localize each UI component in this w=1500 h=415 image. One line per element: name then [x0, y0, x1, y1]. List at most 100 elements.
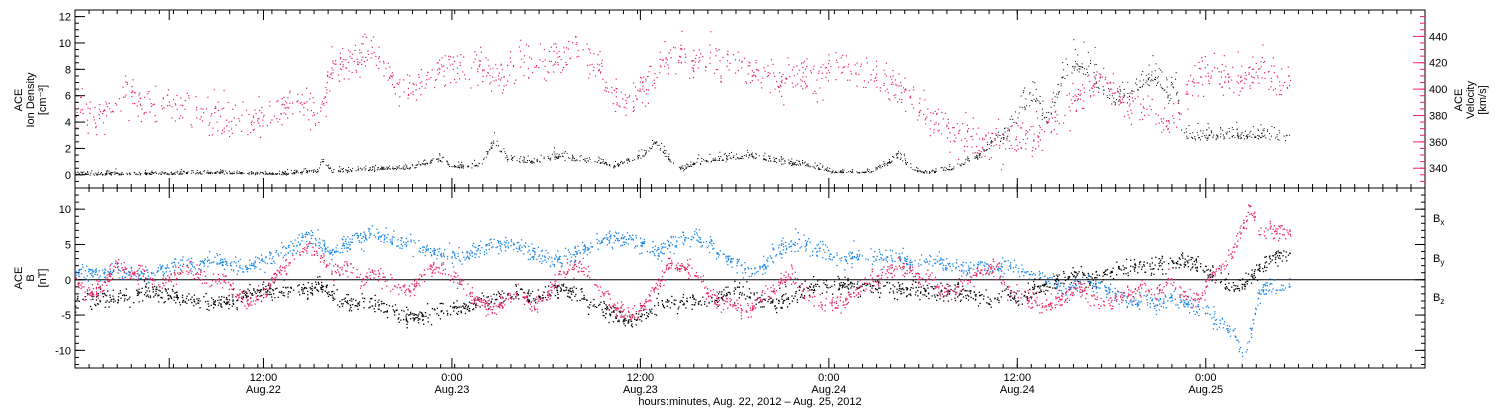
density-point: [783, 164, 784, 165]
density-point: [733, 157, 734, 158]
velocity-point: [141, 109, 142, 110]
density-point: [556, 157, 557, 158]
bx-point: [322, 289, 323, 290]
bx-point: [1245, 282, 1246, 283]
velocity-point: [606, 82, 607, 83]
velocity-point: [471, 67, 472, 68]
velocity-point: [112, 111, 113, 112]
velocity-point: [1023, 139, 1024, 140]
bx-point: [1058, 280, 1059, 281]
density-point: [1229, 138, 1230, 139]
velocity-point: [521, 59, 522, 60]
density-point: [1220, 127, 1221, 128]
density-point: [1088, 66, 1089, 67]
velocity-point: [647, 76, 648, 77]
bx-point: [1266, 261, 1267, 262]
density-point: [369, 169, 370, 170]
density-point: [1224, 138, 1225, 139]
bx-point: [940, 283, 941, 284]
velocity-point: [793, 67, 794, 68]
velocity-point: [984, 156, 985, 157]
density-point: [364, 167, 365, 168]
bx-point: [949, 293, 950, 294]
bx-point: [172, 289, 173, 290]
bx-point: [739, 282, 740, 283]
bx-point: [603, 311, 604, 312]
density-point: [525, 162, 526, 163]
velocity-point: [633, 107, 634, 108]
velocity-point: [729, 69, 730, 70]
bx-point: [173, 285, 174, 286]
velocity-point: [106, 103, 107, 104]
density-point: [182, 173, 183, 174]
velocity-point: [1087, 76, 1088, 77]
density-point: [300, 172, 301, 173]
bx-point: [505, 298, 506, 299]
velocity-point: [506, 85, 507, 86]
velocity-point: [649, 71, 650, 72]
velocity-point: [807, 58, 808, 59]
bx-point: [191, 302, 192, 303]
velocity-point: [699, 60, 700, 61]
bx-point: [570, 291, 571, 292]
bx-point: [96, 299, 97, 300]
velocity-point: [259, 110, 260, 111]
velocity-point: [374, 52, 375, 53]
density-point: [1143, 84, 1144, 85]
bx-point: [967, 294, 968, 295]
velocity-point: [998, 119, 999, 120]
density-point: [871, 171, 872, 172]
bx-point: [190, 299, 191, 300]
bx-point: [1150, 269, 1151, 270]
velocity-point: [331, 73, 332, 74]
density-point: [1103, 90, 1104, 91]
bx-point: [1251, 276, 1252, 277]
bx-point: [946, 295, 947, 296]
bx-point: [207, 309, 208, 310]
velocity-point: [873, 69, 874, 70]
velocity-point: [544, 78, 545, 79]
bx-point: [1290, 253, 1291, 254]
bx-point: [1244, 288, 1245, 289]
velocity-point: [1128, 114, 1129, 115]
density-point: [1025, 109, 1026, 110]
velocity-point: [287, 118, 288, 119]
velocity-point: [654, 87, 655, 88]
density-point: [167, 174, 168, 175]
bx-point: [1269, 263, 1270, 264]
bx-point: [1103, 279, 1104, 280]
velocity-point: [830, 66, 831, 67]
density-point: [99, 174, 100, 175]
bx-point: [872, 285, 873, 286]
density-point: [82, 174, 83, 175]
velocity-point: [1040, 127, 1041, 128]
velocity-point: [976, 133, 977, 134]
bx-point: [871, 291, 872, 292]
density-point: [181, 169, 182, 170]
velocity-point: [924, 99, 925, 100]
density-point: [117, 172, 118, 173]
bx-point: [897, 292, 898, 293]
bx-point: [518, 298, 519, 299]
density-point: [541, 155, 542, 156]
velocity-point: [361, 60, 362, 61]
density-point: [220, 173, 221, 174]
velocity-point: [232, 109, 233, 110]
bx-point: [447, 313, 448, 314]
velocity-point: [645, 79, 646, 80]
bx-point: [557, 292, 558, 293]
velocity-point: [850, 71, 851, 72]
bx-point: [457, 314, 458, 315]
density-point: [1229, 131, 1230, 132]
bx-point: [671, 296, 672, 297]
bx-point: [381, 303, 382, 304]
density-point: [224, 174, 225, 175]
density-point: [279, 171, 280, 172]
density-point: [880, 167, 881, 168]
velocity-point: [570, 58, 571, 59]
density-point: [179, 173, 180, 174]
bx-point: [1275, 257, 1276, 258]
velocity-point: [930, 112, 931, 113]
velocity-point: [473, 62, 474, 63]
velocity-point: [379, 47, 380, 48]
